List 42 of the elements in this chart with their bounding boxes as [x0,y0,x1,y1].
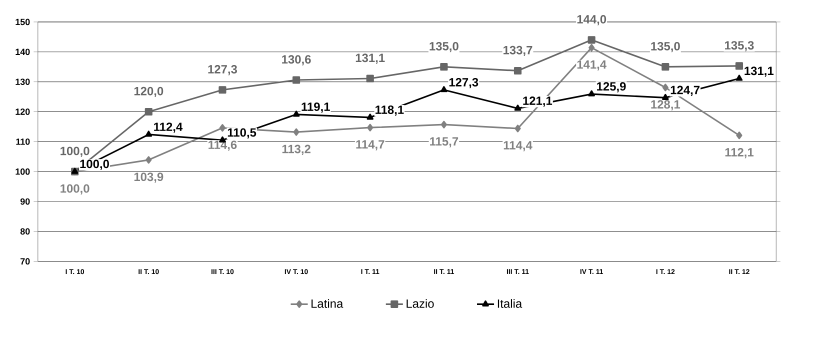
data-label: 127,3 [208,64,238,76]
legend-label: Latina [312,299,344,308]
data-label: 130,6 [282,55,311,66]
data-label: 131,1 [356,54,385,64]
data-label: 131,1 [744,66,774,77]
y-tick-label: 140 [16,48,30,55]
data-label: 133,7 [504,46,532,56]
data-label: 100,0 [60,184,90,194]
data-label: 114,6 [208,140,237,151]
legend-label: Lazio [406,299,434,308]
legend-label: Italia [498,299,522,308]
data-label: 118,1 [376,105,404,116]
data-label: 103,9 [134,172,164,183]
data-label: 127,3 [449,78,478,88]
data-label: 135,0 [651,42,680,52]
y-tick-label: 130 [16,78,30,85]
data-label: 124,7 [670,86,700,96]
data-label: 121,1 [523,96,552,107]
data-label: 110,5 [228,128,256,138]
data-label: 114,4 [504,141,532,152]
data-label: 100,0 [80,160,109,170]
y-tick-label: 100 [16,168,30,175]
data-label: 141,4 [577,60,606,70]
y-tick-label: 110 [16,138,30,145]
data-label: 115,7 [430,137,458,148]
data-label: 144,0 [577,14,606,26]
data-label: 128,1 [651,100,680,110]
data-label: 135,3 [725,40,754,52]
y-tick-label: 120 [16,108,30,115]
y-tick-label: 70 [20,258,30,264]
data-label: 120,0 [134,86,164,97]
y-tick-label: 90 [20,198,30,205]
data-label: 114,7 [356,140,384,150]
y-tick-label: 150 [16,18,30,26]
data-label: 119,1 [302,102,330,113]
data-label: 125,9 [597,82,626,92]
y-tick-label: 80 [20,228,30,235]
data-label: 112,4 [154,122,183,133]
data-label: 112,1 [725,148,754,158]
data-label: 100,0 [60,146,90,157]
data-label: 113,2 [282,144,310,155]
data-label: 135,0 [430,42,458,52]
